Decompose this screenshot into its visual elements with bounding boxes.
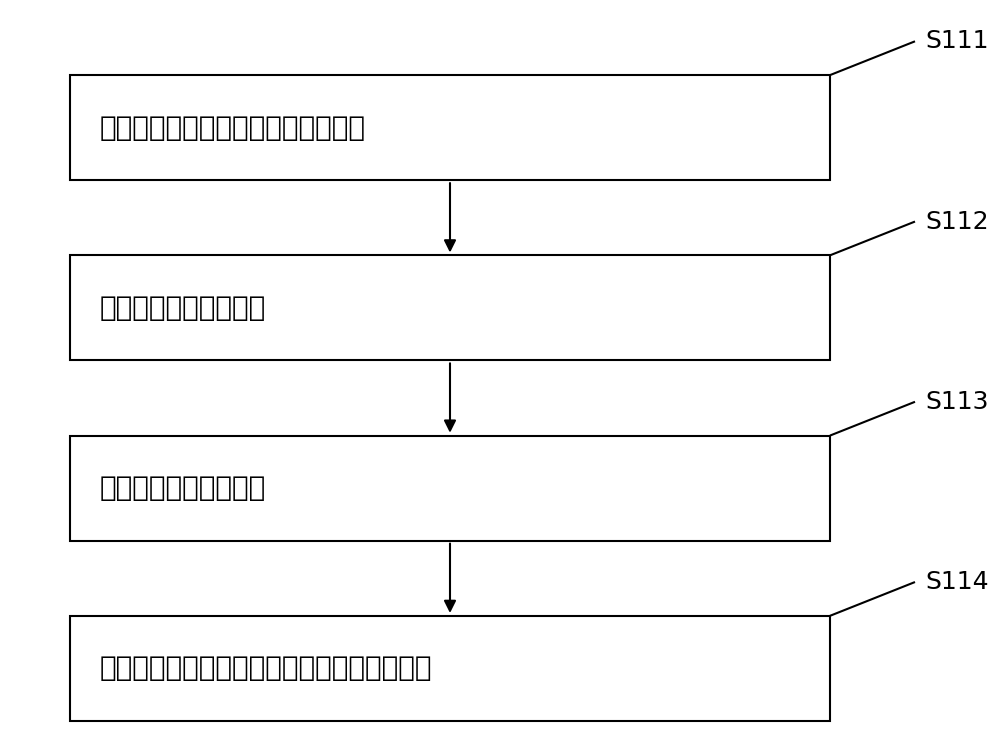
Text: S113: S113 [925,390,988,414]
Text: 获取吊运钢卷的横向位置和纵向高度: 获取吊运钢卷的横向位置和纵向高度 [100,113,366,142]
Text: S111: S111 [925,29,988,53]
Bar [70,255,830,360]
Bar [70,75,830,180]
Bar [70,436,830,541]
Text: S112: S112 [925,210,989,234]
Text: S114: S114 [925,570,989,594]
Text: 设置视频帧中吊运钢卷的初始位置和初始尺寸: 设置视频帧中吊运钢卷的初始位置和初始尺寸 [100,654,432,683]
Text: 调节摄像头的变焦倍数: 调节摄像头的变焦倍数 [100,474,266,502]
Text: 调节摄像头的云台方向: 调节摄像头的云台方向 [100,294,266,322]
Bar [70,616,830,721]
